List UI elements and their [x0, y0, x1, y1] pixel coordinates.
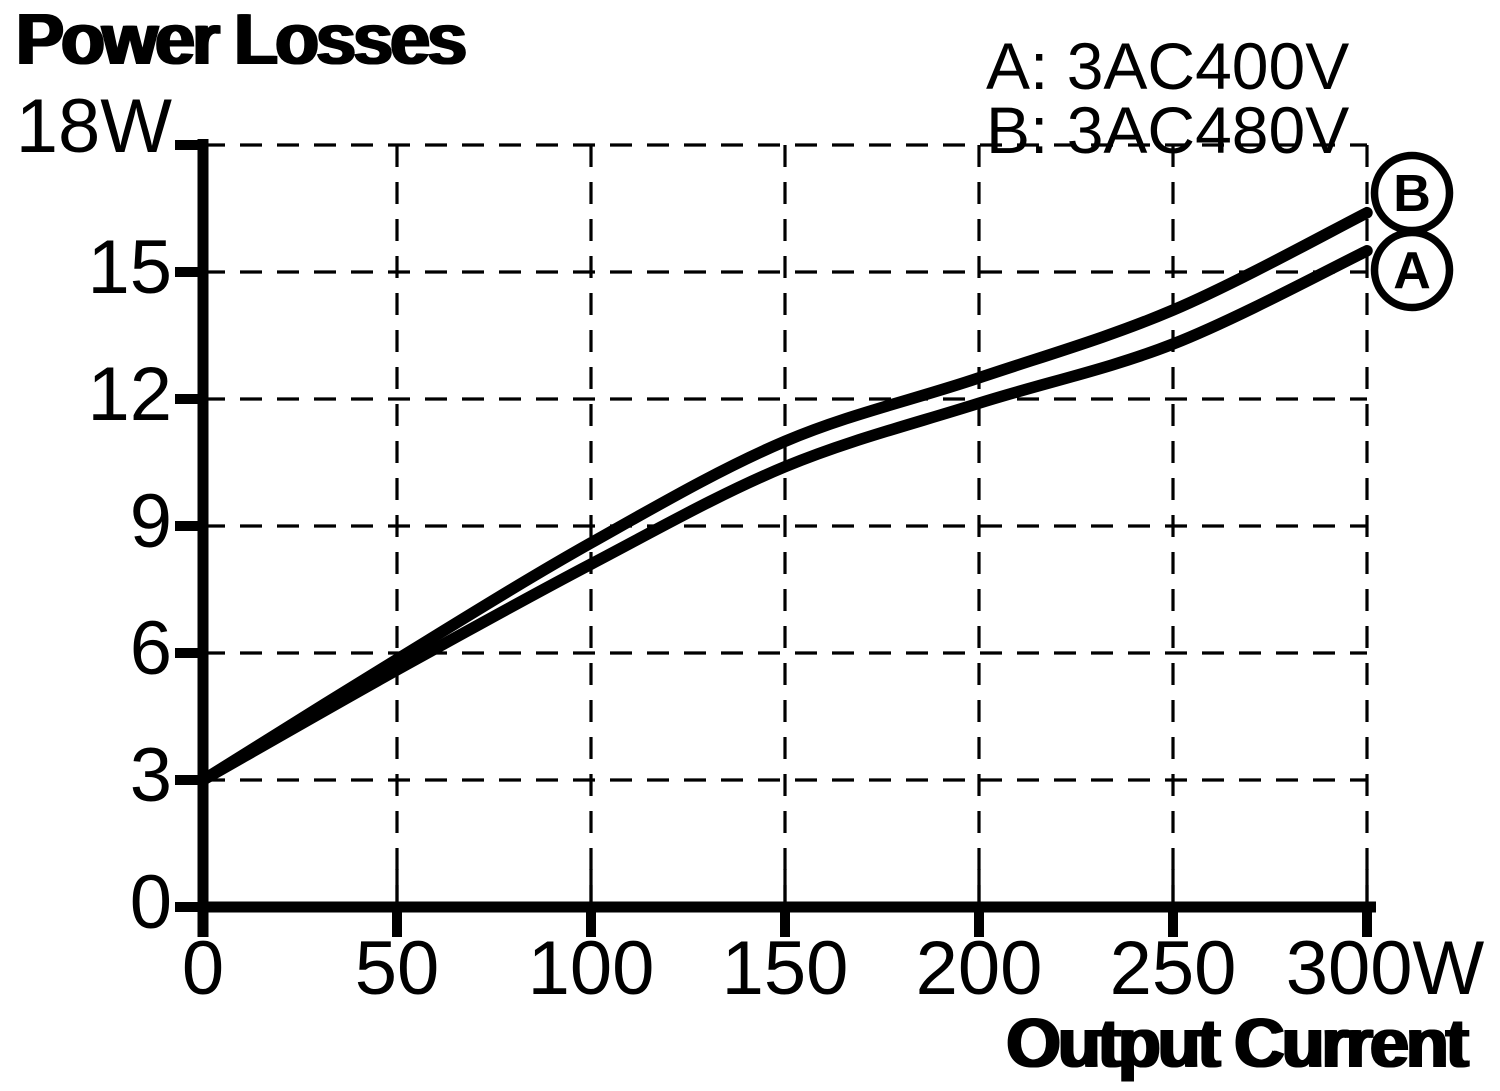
curve-a-end-marker-circle — [1370, 228, 1454, 312]
x-tick-label: 0 — [181, 926, 225, 1011]
y-tick-label: 3 — [129, 733, 172, 818]
x-tick-label: 200 — [915, 926, 1043, 1011]
y-axis-unit-tick-label: 18W — [15, 84, 172, 169]
chart-title: Power Losses — [16, 0, 467, 80]
legend-item-a: A: 3AC400V — [986, 29, 1350, 103]
y-tick-label: 9 — [129, 479, 172, 564]
legend-item-b: B: 3AC480V — [986, 93, 1350, 167]
curve-b-end-marker-label: B — [1393, 165, 1431, 223]
x-axis-title: Output Current — [1006, 1004, 1469, 1082]
x-tick-label: 150 — [721, 926, 849, 1011]
y-tick-label: 6 — [129, 606, 172, 691]
y-tick-label: 0 — [129, 860, 172, 945]
x-tick-label: 250 — [1109, 926, 1237, 1011]
y-tick-label: 12 — [87, 352, 172, 437]
x-tick-label: 50 — [354, 926, 440, 1011]
series-a-curve — [197, 245, 1373, 786]
chart-legend: A: 3AC400V B: 3AC480V — [986, 29, 1350, 167]
curve-a-end-marker-label: A — [1393, 242, 1431, 300]
x-tick-label: 100 — [527, 926, 655, 1011]
x-axis-unit-tick-label: 300W — [1285, 926, 1485, 1011]
series-b-curve — [197, 206, 1373, 786]
y-tick-label: 15 — [87, 225, 172, 310]
